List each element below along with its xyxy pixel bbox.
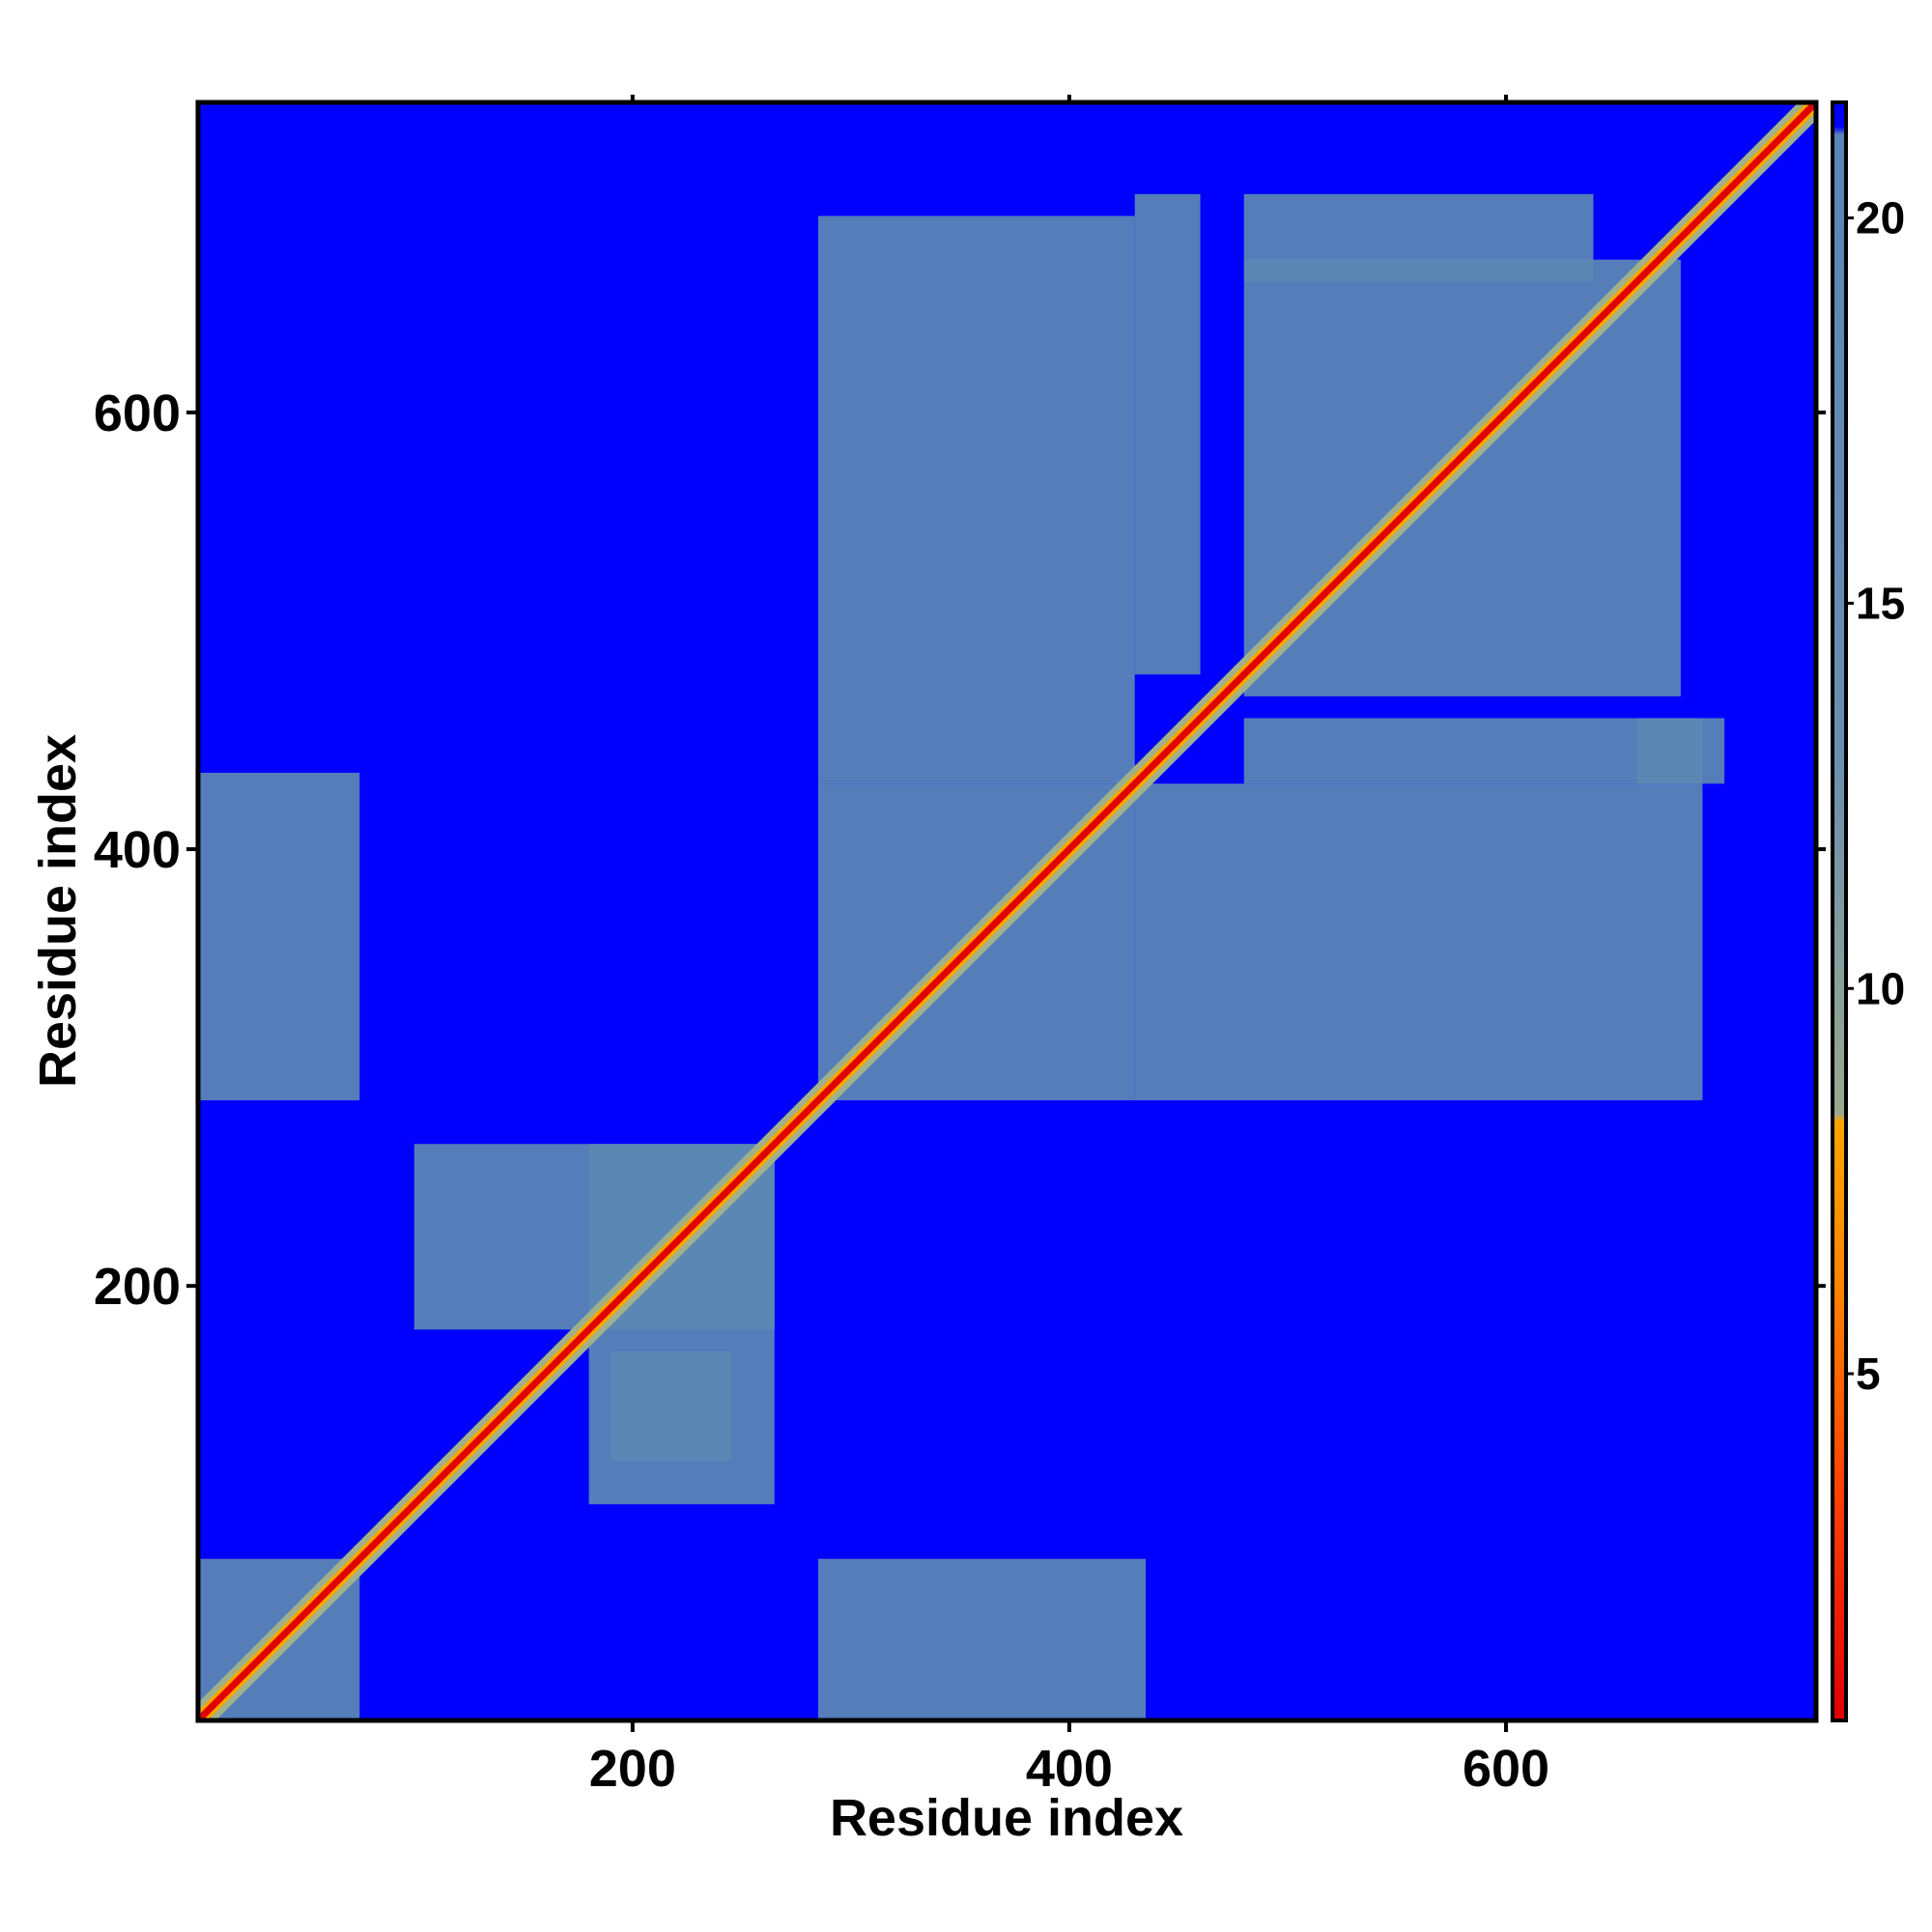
contact-block-8 <box>1243 259 1681 696</box>
x-tick-label: 600 <box>1463 1740 1549 1798</box>
y-tick-label: 200 <box>94 1258 181 1316</box>
colorbar-tick-label: 20 <box>1856 193 1905 243</box>
colorbar <box>1831 100 1848 1722</box>
contact-block-9 <box>817 215 1135 784</box>
colorbar-tick-label: 5 <box>1856 1349 1881 1399</box>
contact-block-6 <box>611 1350 731 1462</box>
diagonal-band <box>198 102 1816 1720</box>
contact-block-11 <box>1134 193 1201 675</box>
diagonal-line <box>198 102 1816 1720</box>
contact-block-13 <box>1243 193 1594 282</box>
contact-block-14 <box>1636 718 1703 784</box>
plot-frame <box>195 99 1819 1723</box>
x-axis-title: Residue index <box>830 1789 1183 1847</box>
y-axis-title: Residue index <box>29 734 87 1088</box>
y-tick-label: 600 <box>94 384 181 442</box>
colorbar-ticks: 5 10 15 20 <box>1846 193 1905 1399</box>
x-tick-label: 200 <box>589 1740 676 1798</box>
colorbar-tick-label: 10 <box>1856 963 1905 1013</box>
contact-block-3 <box>817 1558 1147 1720</box>
contact-blocks <box>198 193 1725 1720</box>
contact-block-2 <box>198 772 360 1101</box>
x-tick-label: 400 <box>1026 1740 1113 1798</box>
y-tick-label: 400 <box>94 821 181 879</box>
colorbar-tick-label: 15 <box>1856 578 1905 628</box>
contact-block-10 <box>1134 783 1703 1101</box>
x-axis-ticks: 200 400 600 <box>589 95 1549 1798</box>
y-axis-ticks: 200 400 600 <box>94 384 1826 1316</box>
